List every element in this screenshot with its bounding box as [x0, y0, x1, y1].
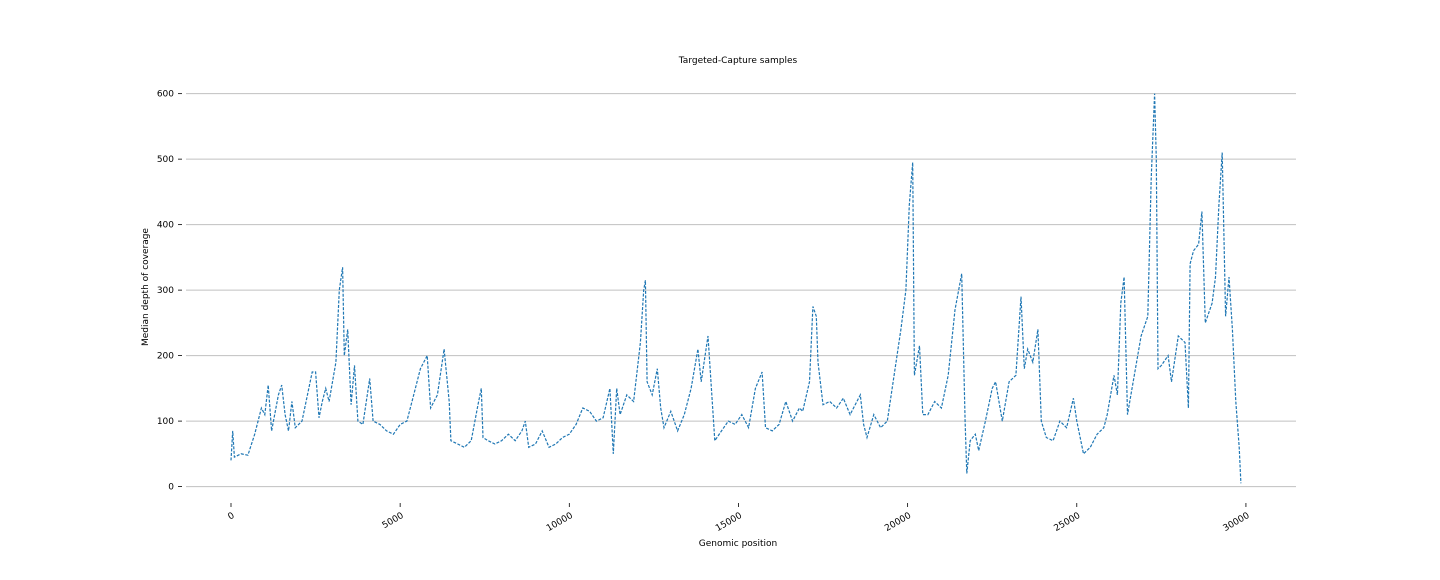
y-tick-label: 100 [157, 417, 174, 427]
x-tick-label: 20000 [883, 511, 913, 534]
x-tick-label: 5000 [381, 511, 406, 531]
x-tick-label: 30000 [1222, 511, 1252, 534]
y-tick-label: 500 [157, 155, 174, 165]
y-tick-label: 0 [168, 483, 174, 493]
y-tick-label: 400 [157, 221, 174, 231]
x-tick-label: 10000 [545, 511, 575, 534]
y-tick-label: 200 [157, 352, 174, 362]
x-tick-label: 15000 [714, 511, 744, 534]
x-axis-label: Genomic position [699, 539, 777, 549]
x-tick-label: 0 [227, 511, 237, 523]
y-tick-label: 600 [157, 90, 174, 100]
y-tick-label: 300 [157, 286, 174, 296]
x-tick-label: 25000 [1052, 511, 1082, 534]
y-axis-label: Median depth of coverage [141, 228, 151, 346]
chart-title: Targeted-Capture samples [678, 56, 798, 66]
coverage-line [230, 93, 1242, 484]
